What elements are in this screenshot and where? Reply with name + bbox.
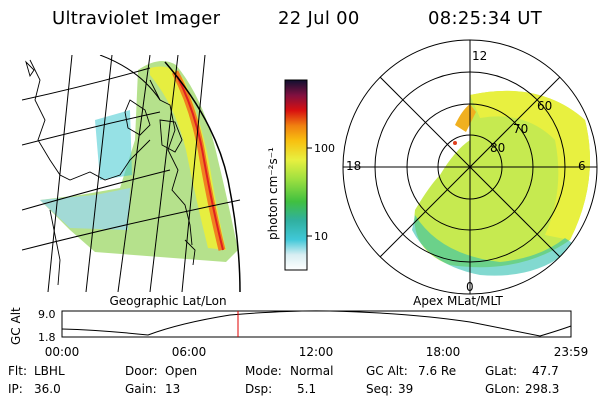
door-label: Door: bbox=[125, 364, 158, 378]
auroral-emission-bright bbox=[150, 66, 226, 250]
ip-value: 36.0 bbox=[34, 382, 61, 396]
glat-label: GLat: bbox=[485, 364, 518, 378]
glon-label: GLon: bbox=[485, 382, 520, 396]
altitude-xtick: 00:00 bbox=[45, 345, 80, 359]
colorbar-tick-10: 10 bbox=[314, 230, 328, 243]
seq-value: 39 bbox=[398, 382, 414, 396]
date-label: 22 Jul 00 bbox=[278, 8, 360, 29]
door-value: Open bbox=[165, 364, 198, 378]
mode-value: Normal bbox=[290, 364, 334, 378]
altitude-ylabel: GC Alt bbox=[9, 307, 23, 345]
gc-alt-value: 7.6 Re bbox=[418, 364, 457, 378]
altitude-xtick: 12:00 bbox=[299, 345, 334, 359]
mlat-label-60: 60 bbox=[537, 99, 552, 113]
dsp-label: Dsp: bbox=[245, 382, 273, 396]
altitude-plot: GC Alt 9.0 1.8 00:00 06:00 12:00 18:00 2… bbox=[9, 307, 588, 359]
right-panel-caption: Apex MLat/MLT bbox=[413, 294, 503, 308]
mode-label: Mode: bbox=[245, 364, 282, 378]
glon-value: 298.3 bbox=[525, 382, 560, 396]
lonlat-grid bbox=[22, 55, 241, 292]
mlat-label-70: 70 bbox=[513, 122, 528, 136]
time-label: 08:25:34 UT bbox=[428, 8, 543, 29]
geographic-map bbox=[22, 55, 241, 292]
filter-value: LBHL bbox=[34, 364, 65, 378]
dsp-value: 5.1 bbox=[297, 382, 317, 396]
mlt-label-6: 6 bbox=[578, 159, 586, 173]
altitude-xtick: 23:59 bbox=[554, 345, 589, 359]
gain-value: 13 bbox=[165, 382, 181, 396]
instrument-title: Ultraviolet Imager bbox=[52, 8, 221, 29]
polar-plot: 12 18 6 0 60 70 80 bbox=[342, 39, 598, 295]
filter-label: Flt: bbox=[8, 364, 27, 378]
altitude-xtick: 18:00 bbox=[426, 345, 461, 359]
coastlines bbox=[25, 59, 196, 286]
mlt-label-12: 12 bbox=[472, 49, 487, 63]
gain-label: Gain: bbox=[125, 382, 157, 396]
altitude-curve bbox=[61, 310, 572, 337]
gc-alt-label: GC Alt: bbox=[366, 364, 408, 378]
altitude-ytick-bottom: 1.8 bbox=[38, 331, 56, 344]
altitude-ytick-top: 9.0 bbox=[38, 308, 56, 321]
colorbar-tick-100: 100 bbox=[314, 142, 335, 155]
altitude-xtick: 06:00 bbox=[172, 345, 207, 359]
glat-value: 47.7 bbox=[532, 364, 559, 378]
left-panel-caption: Geographic Lat/Lon bbox=[109, 294, 226, 308]
colorbar bbox=[284, 79, 308, 271]
mlt-label-0: 0 bbox=[466, 280, 474, 294]
colorbar-unit-label: photon cm⁻²s⁻¹ bbox=[266, 147, 280, 240]
ip-label: IP: bbox=[8, 382, 23, 396]
mlat-label-80: 80 bbox=[490, 141, 505, 155]
mlt-label-18: 18 bbox=[346, 159, 361, 173]
seq-label: Seq: bbox=[366, 382, 393, 396]
